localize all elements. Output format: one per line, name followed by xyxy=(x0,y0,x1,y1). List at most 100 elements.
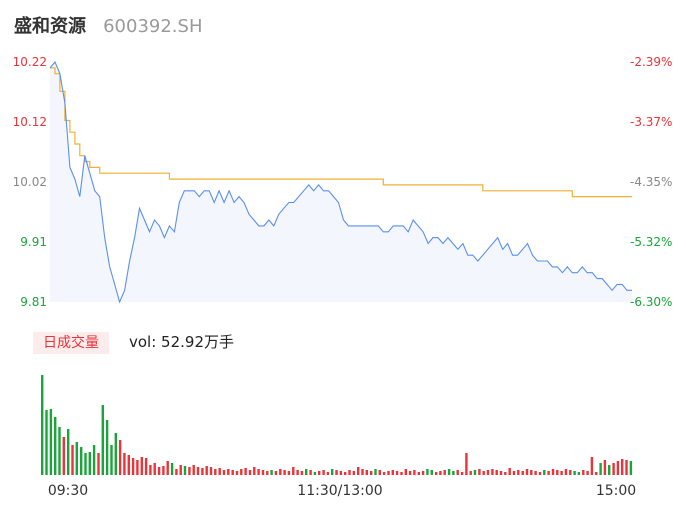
volume-bar xyxy=(508,468,511,475)
volume-bar xyxy=(274,471,278,475)
volume-bar xyxy=(357,467,360,475)
volume-bar xyxy=(629,461,633,475)
volume-bar xyxy=(75,442,78,475)
volume-bar xyxy=(382,472,386,475)
volume-bar xyxy=(270,470,273,475)
y-tick-left: 10.02 xyxy=(13,175,47,189)
volume-bar xyxy=(473,470,477,475)
volume-bar xyxy=(439,471,442,475)
volume-bar xyxy=(434,472,438,475)
volume-bar xyxy=(430,470,433,475)
volume-bar xyxy=(538,472,542,475)
volume-bar xyxy=(218,468,221,475)
volume-bar xyxy=(512,471,516,475)
x-tick-label: 09:30 xyxy=(48,483,88,499)
volume-bar xyxy=(534,471,537,475)
volume-bar xyxy=(486,470,490,475)
volume-panel xyxy=(41,375,633,475)
volume-bar xyxy=(300,471,304,475)
volume-bar xyxy=(80,447,83,475)
volume-bar xyxy=(456,470,459,475)
volume-bar xyxy=(183,466,187,475)
volume-bar xyxy=(443,470,446,475)
volume-bar xyxy=(296,470,299,475)
volume-bar xyxy=(521,471,524,475)
y-tick-left: 9.81 xyxy=(20,295,47,309)
volume-bar xyxy=(560,471,563,475)
volume-bar xyxy=(205,466,208,475)
volume-bar xyxy=(153,463,156,475)
volume-bar xyxy=(517,470,520,475)
volume-bar xyxy=(118,440,122,475)
volume-bar xyxy=(257,469,260,475)
axis-labels: 10.22 10.12 10.02 9.91 9.81 -2.39% -3.37% -4.35… xyxy=(13,55,673,499)
volume-bar xyxy=(131,458,135,475)
volume-bar xyxy=(123,453,126,475)
volume-bar xyxy=(240,469,243,475)
volume-bar xyxy=(616,461,620,475)
volume-bar xyxy=(478,469,481,475)
y-tick-left: 9.91 xyxy=(20,235,47,249)
volume-bar xyxy=(101,405,104,475)
volume-bar xyxy=(569,470,572,475)
volume-bar xyxy=(465,453,468,475)
volume-bar xyxy=(586,471,589,475)
volume-bar xyxy=(547,471,550,475)
volume-bar xyxy=(551,469,555,475)
volume-bar xyxy=(88,452,91,475)
y-tick-right: -2.39% xyxy=(630,55,672,69)
volume-bar xyxy=(378,470,381,475)
volume-bar xyxy=(331,469,334,475)
volume-bar xyxy=(426,469,429,475)
volume-bar xyxy=(287,471,291,475)
volume-bar xyxy=(248,470,252,475)
volume-bar xyxy=(573,471,576,475)
volume-bar xyxy=(460,472,464,475)
volume-bar xyxy=(495,470,498,475)
volume-bar xyxy=(140,457,143,475)
volume-bar xyxy=(469,471,472,475)
volume-bar xyxy=(335,470,338,475)
volume-bar xyxy=(365,470,368,475)
volume-bar xyxy=(45,410,48,475)
stock-name: 盛和资源 xyxy=(14,16,86,37)
volume-bar xyxy=(235,471,239,475)
volume-bar xyxy=(599,463,602,475)
volume-bar xyxy=(499,471,503,475)
volume-bar xyxy=(305,469,308,475)
y-tick-right: -4.35% xyxy=(630,175,672,189)
volume-bar xyxy=(188,467,191,475)
volume-bar xyxy=(266,471,269,475)
volume-bar xyxy=(92,445,96,475)
price-line xyxy=(49,60,632,304)
volume-bar xyxy=(482,471,485,475)
volume-bar xyxy=(621,459,624,475)
volume-bar xyxy=(227,469,230,475)
volume-bar xyxy=(326,472,330,475)
volume-bar xyxy=(127,455,130,475)
volume-bar xyxy=(41,375,44,475)
price-area-fill xyxy=(50,62,632,302)
volume-bar xyxy=(136,460,139,475)
price-panel xyxy=(49,60,632,304)
volume-bar xyxy=(612,463,615,475)
volume-bar xyxy=(71,445,74,475)
volume-tag: 日成交量 xyxy=(33,332,109,354)
volume-bar xyxy=(391,470,394,475)
volume-bar xyxy=(54,417,57,475)
x-tick-label: 11:30/13:00 xyxy=(297,483,382,499)
volume-bar xyxy=(222,470,226,475)
volume-bar xyxy=(595,472,598,475)
y-tick-right: -5.32% xyxy=(630,235,672,249)
volume-bar xyxy=(577,472,581,475)
volume-bar xyxy=(318,471,321,475)
volume-bar xyxy=(114,433,117,475)
volume-bar xyxy=(603,460,607,475)
volume-bar xyxy=(413,470,416,475)
volume-bar xyxy=(361,469,364,475)
volume-bar xyxy=(313,472,317,475)
volume-bar xyxy=(564,469,568,475)
volume-bar xyxy=(608,465,611,475)
volume-value: vol: 52.92万手 xyxy=(129,333,234,351)
